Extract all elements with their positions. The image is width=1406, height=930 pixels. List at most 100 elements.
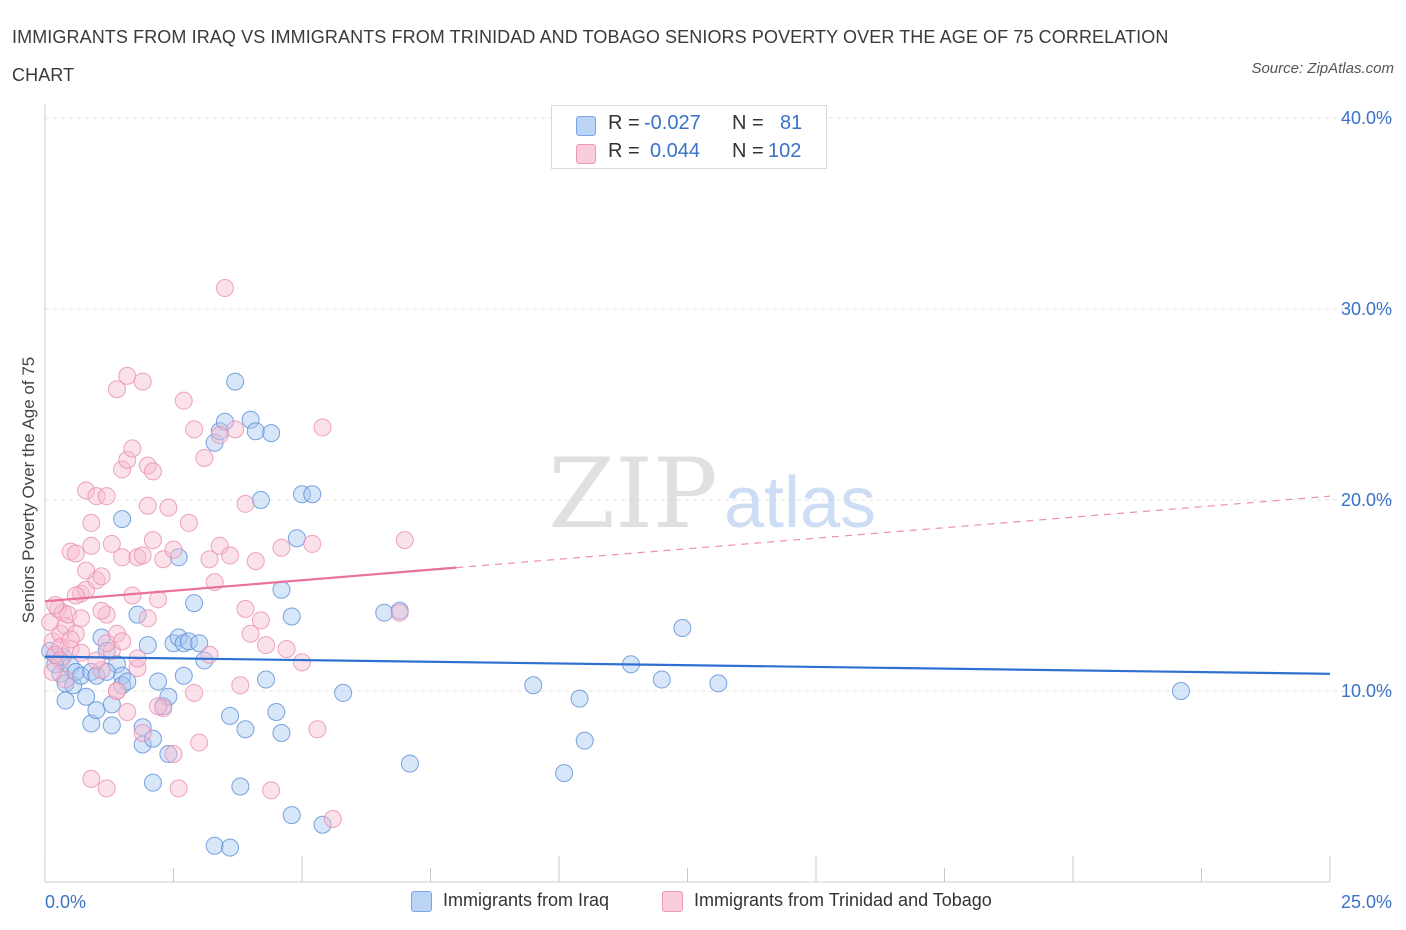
iraq-point <box>221 838 240 857</box>
trinidad-point <box>118 703 137 722</box>
trinidad-point <box>293 653 311 672</box>
trinidad-point <box>133 724 152 743</box>
trinidad-trend-line-extrapolated <box>456 495 1331 569</box>
trinidad-point <box>138 496 157 515</box>
trinidad-point <box>133 546 152 565</box>
trinidad-point <box>118 450 137 469</box>
trinidad-point <box>308 720 327 739</box>
iraq-point <box>87 701 106 720</box>
iraq-point <box>709 674 728 693</box>
iraq-point <box>375 603 394 622</box>
iraq-point <box>215 412 234 431</box>
trinidad-point <box>113 548 132 567</box>
trinidad-point <box>241 624 260 643</box>
iraq-point <box>195 651 214 670</box>
iraq-point <box>169 628 188 647</box>
trinidad-point <box>87 487 106 506</box>
trinidad-point <box>82 513 101 532</box>
trinidad-point <box>71 643 90 662</box>
trinidad-point <box>277 639 296 658</box>
trinidad-point <box>215 278 234 297</box>
trinidad-point <box>113 632 132 651</box>
trinidad-point <box>236 494 255 513</box>
trinidad-point <box>323 809 342 828</box>
iraq-point <box>313 815 332 834</box>
iraq-point <box>102 716 121 735</box>
iraq-point <box>56 691 75 710</box>
data-points <box>41 278 1190 857</box>
trinidad-point <box>143 531 162 550</box>
x-tick-label: 25.0% <box>1341 892 1392 912</box>
iraq-point <box>262 424 281 443</box>
iraq-point <box>205 836 224 855</box>
iraq-point <box>190 634 209 653</box>
watermark-zip: ZIP <box>548 438 717 550</box>
trinidad-point <box>77 561 96 580</box>
trinidad-point <box>97 487 116 506</box>
source-label: Source: ZipAtlas.com <box>1251 60 1394 77</box>
iraq-trend-line <box>44 655 1331 675</box>
trinidad-point <box>138 609 157 628</box>
trinidad-point <box>138 456 157 475</box>
trinidad-point <box>92 660 111 679</box>
trinidad-point <box>128 659 147 678</box>
iraq-point <box>236 720 255 739</box>
iraq-point <box>77 687 96 706</box>
iraq-point <box>267 703 286 722</box>
trinidad-point <box>143 462 162 481</box>
iraq-point <box>87 666 106 685</box>
iraq-point <box>138 636 157 655</box>
y-axis-label-wrap: Seniors Poverty Over the Age of 75 <box>14 200 44 780</box>
trinidad-point <box>123 439 142 458</box>
iraq-point <box>164 634 183 653</box>
trinidad-point <box>200 550 219 569</box>
iraq-point <box>102 695 121 714</box>
trinidad-point <box>66 544 85 563</box>
iraq-point <box>128 605 147 624</box>
trinidad-point <box>133 372 152 391</box>
trinidad-point <box>231 676 250 695</box>
iraq-point <box>246 422 265 441</box>
trinidad-point <box>251 611 270 630</box>
trinidad-point <box>97 779 116 798</box>
trinidad-point <box>210 426 229 445</box>
iraq-point <box>251 491 270 509</box>
trinidad-point <box>118 366 137 385</box>
stats-legend: R = -0.027 N = 81 R = 0.044 N = 102 <box>551 105 827 169</box>
trinidad-point <box>190 733 209 752</box>
trinidad-point <box>82 769 101 788</box>
legend-r-value: -0.027 <box>644 112 701 134</box>
trinidad-point <box>107 380 126 399</box>
iraq-point <box>575 731 594 750</box>
legend-n-label: N = <box>732 112 764 134</box>
chart-title: IMMIGRANTS FROM IRAQ VS IMMIGRANTS FROM … <box>12 27 1169 85</box>
bottom-legend-label-iraq: Immigrants from Iraq <box>443 890 610 910</box>
iraq-point <box>257 670 276 689</box>
trinidad-point <box>395 531 414 550</box>
x-tick-label: 0.0% <box>45 892 86 912</box>
iraq-point <box>555 764 574 783</box>
legend-r-value: 0.044 <box>650 140 701 162</box>
trinidad-point <box>236 599 255 618</box>
bottom-legend-label-trinidad: Immigrants from Trinidad and Tobago <box>694 890 992 910</box>
trinidad-point <box>262 781 281 800</box>
legend-swatch-trinidad <box>576 144 596 164</box>
iraq-point <box>272 580 291 599</box>
trinidad-point <box>226 420 245 439</box>
trinidad-point <box>61 630 80 649</box>
legend-n-label: N = <box>732 140 764 162</box>
iraq-point <box>82 714 101 733</box>
trinidad-point <box>272 538 291 557</box>
iraq-point <box>226 372 245 391</box>
iraq-point <box>293 485 311 504</box>
iraq-point <box>652 670 671 689</box>
trinidad-point <box>164 745 183 764</box>
trinidad-point <box>77 481 96 500</box>
bottom-legend-swatch-iraq <box>411 891 432 912</box>
iraq-point <box>231 777 250 796</box>
iraq-point <box>524 676 543 695</box>
trinidad-point <box>195 448 214 467</box>
trinidad-point <box>56 617 75 636</box>
iraq-point <box>143 773 162 792</box>
